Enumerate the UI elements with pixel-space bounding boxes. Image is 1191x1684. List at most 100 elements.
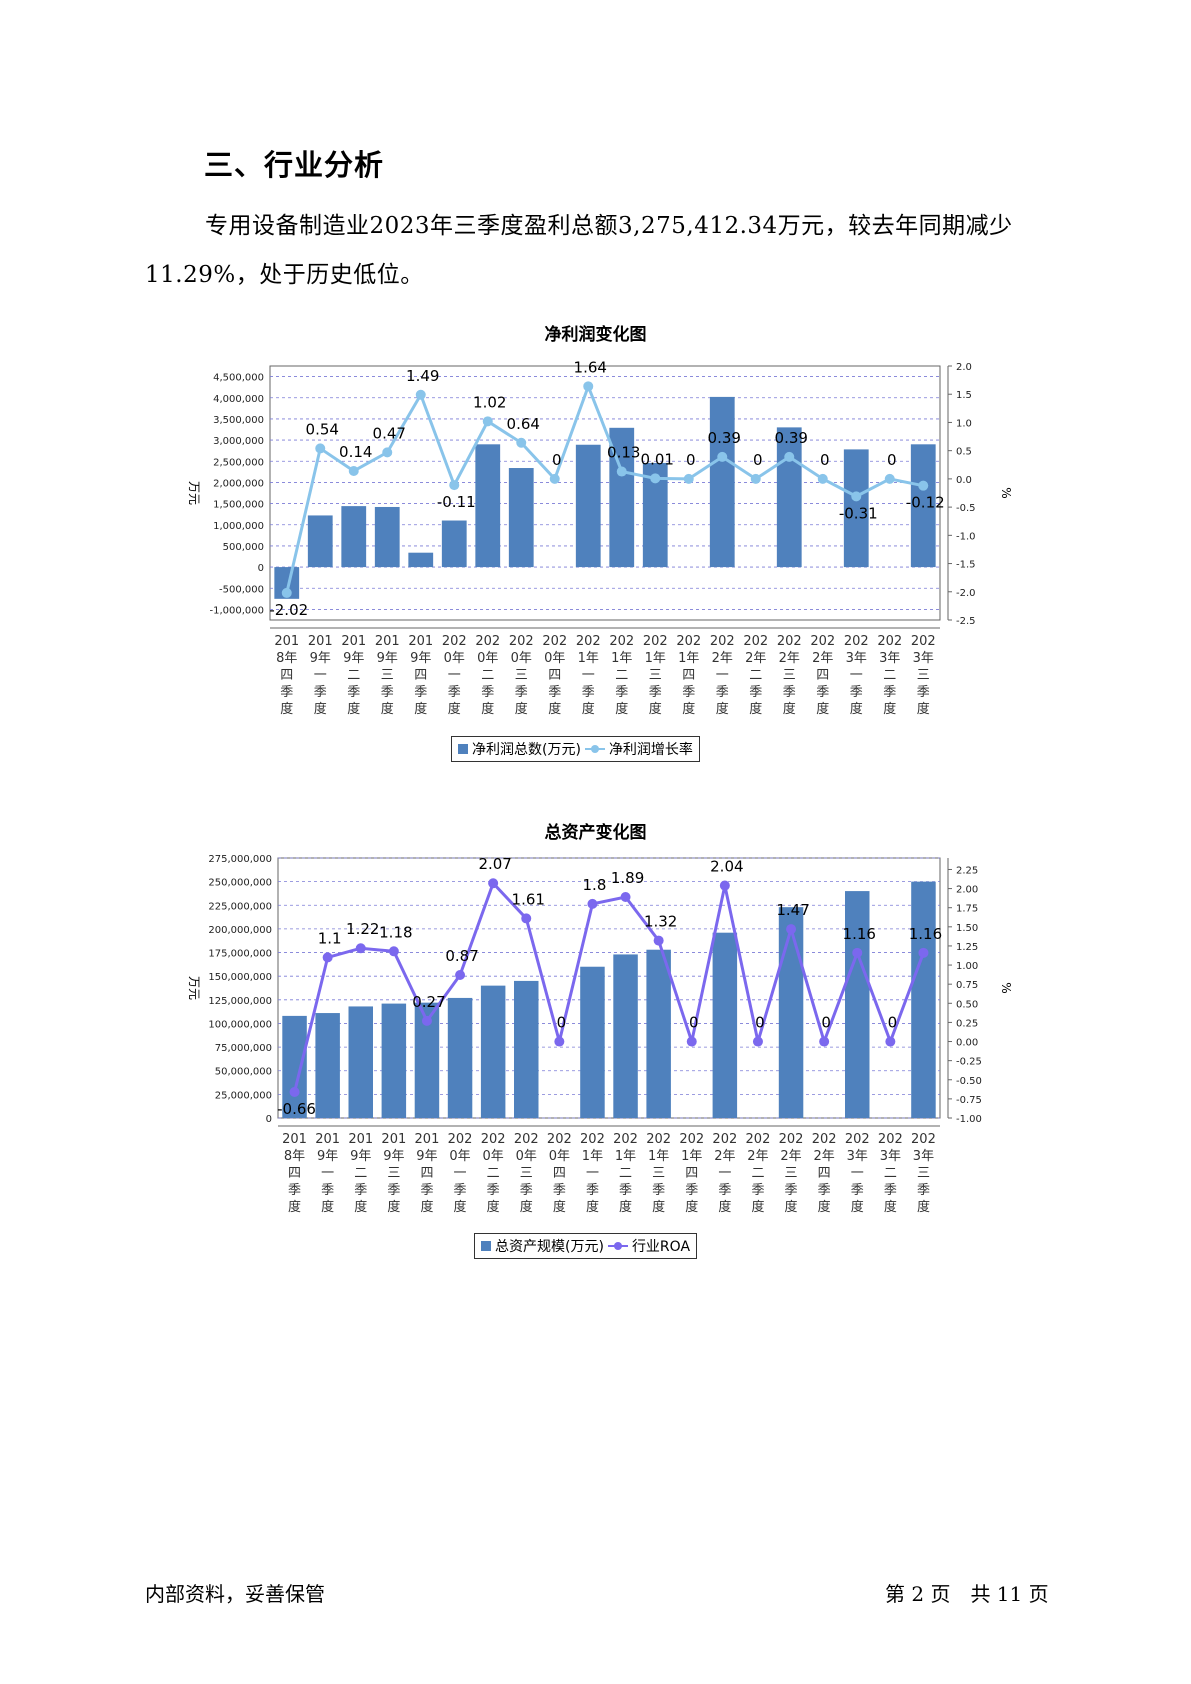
net-profit-legend: 净利润总数(万元) 净利润增长率 <box>451 736 700 762</box>
line-point <box>388 946 399 957</box>
category-label: 季 <box>818 1183 831 1198</box>
right-tick-label: -2.5 <box>956 616 976 627</box>
data-label: 2.04 <box>710 858 743 876</box>
category-label: 度 <box>816 701 829 717</box>
category-label: 9年 <box>416 1149 437 1164</box>
line-point <box>488 878 499 889</box>
category-label: 2年 <box>814 1149 835 1164</box>
category-label: 2年 <box>747 1149 768 1164</box>
data-label: 1.16 <box>909 925 942 943</box>
right-tick-label: 1.25 <box>956 942 978 953</box>
category-label: 201 <box>381 1132 406 1147</box>
line-point <box>620 892 631 902</box>
line-point <box>355 943 366 954</box>
category-label: 201 <box>308 634 333 649</box>
right-tick-label: 1.50 <box>956 923 978 934</box>
left-axis-title: 万元 <box>187 976 201 1000</box>
category-label: 季 <box>454 1183 467 1198</box>
category-label: 度 <box>850 701 863 717</box>
data-label: 0.64 <box>507 415 540 433</box>
data-label: 1.47 <box>776 901 809 919</box>
category-label: 1年 <box>678 651 699 666</box>
line-series <box>285 382 924 594</box>
legend-swatch-line <box>607 1241 628 1251</box>
category-label: 度 <box>884 1199 897 1215</box>
right-tick-label: 1.0 <box>956 418 972 429</box>
category-label: 度 <box>749 701 762 717</box>
category-label: 四 <box>818 1166 831 1181</box>
line-series <box>293 880 925 1093</box>
left-tick-label: 125,000,000 <box>208 996 272 1007</box>
category-label: 9年 <box>410 651 431 666</box>
legend-swatch-line <box>584 744 605 754</box>
category-label: 三 <box>783 668 796 683</box>
category-label: 3年 <box>880 1149 901 1164</box>
right-tick-label: -1.5 <box>956 560 976 571</box>
category-label: 1年 <box>681 1149 702 1164</box>
category-label: 度 <box>548 701 561 717</box>
right-tick-label: 0.0 <box>956 475 972 486</box>
category-label: 度 <box>354 1199 367 1215</box>
data-label: -2.02 <box>269 601 308 619</box>
category-label: 季 <box>414 685 427 700</box>
category-label: 度 <box>420 1199 433 1215</box>
category-label: 9年 <box>343 651 364 666</box>
right-tick-label: 0.25 <box>956 1018 978 1029</box>
category-label: 201 <box>315 1132 340 1147</box>
category-label: 季 <box>751 1183 764 1198</box>
category-label: 一 <box>582 668 595 683</box>
data-label: 0 <box>755 1014 765 1032</box>
category-label: 季 <box>716 685 729 700</box>
category-label: 季 <box>321 1183 334 1198</box>
category-label: 季 <box>883 685 896 700</box>
category-label: 9年 <box>377 651 398 666</box>
category-label: 度 <box>387 1199 400 1215</box>
data-label: 0.39 <box>708 429 741 447</box>
plot-area <box>277 857 941 1119</box>
category-label: 202 <box>779 1132 804 1147</box>
category-label: 四 <box>685 1166 698 1181</box>
category-label: 0年 <box>516 1149 537 1164</box>
left-tick-label: 3,500,000 <box>213 415 264 426</box>
data-label: 1.64 <box>574 358 607 376</box>
line-point <box>650 473 661 484</box>
data-label: 1.18 <box>379 923 412 941</box>
category-label: 二 <box>354 1166 367 1181</box>
category-label: 0年 <box>549 1149 570 1164</box>
category-label: 0年 <box>483 1149 504 1164</box>
category-label: 202 <box>576 634 601 649</box>
right-tick-label: 2.00 <box>956 885 978 896</box>
category-label: 四 <box>682 668 695 683</box>
category-label: 四 <box>553 1166 566 1181</box>
category-label: 季 <box>917 1183 930 1198</box>
category-label: 度 <box>851 1199 864 1215</box>
category-label: 3年 <box>913 1149 934 1164</box>
line-point <box>382 447 393 458</box>
left-tick-label: 50,000,000 <box>215 1067 272 1078</box>
category-label: 202 <box>580 1132 605 1147</box>
bar <box>441 520 467 568</box>
category-label: 3年 <box>913 651 934 666</box>
category-label: 季 <box>851 1183 864 1198</box>
line-point <box>521 913 532 924</box>
bar <box>341 506 367 568</box>
footer-page-number: 第 2 页 共 11 页 <box>885 1582 1049 1606</box>
data-label: 0 <box>887 451 897 469</box>
data-label: 2.07 <box>478 855 511 873</box>
category-label: 2年 <box>780 1149 801 1164</box>
bar <box>778 907 804 1118</box>
data-label: 0.47 <box>373 424 406 442</box>
data-label: 0.39 <box>775 429 808 447</box>
category-label: 202 <box>845 1132 870 1147</box>
category-label: 9年 <box>317 1149 338 1164</box>
bar <box>613 954 638 1118</box>
data-label: 0 <box>753 451 763 469</box>
data-label: 0.27 <box>412 993 445 1011</box>
data-label: 1.22 <box>346 920 379 938</box>
legend-swatch-bar <box>481 1241 491 1251</box>
right-axis-title: % <box>999 487 1013 498</box>
category-label: 9年 <box>310 651 331 666</box>
category-label: 一 <box>851 1166 864 1181</box>
category-label: 2年 <box>812 651 833 666</box>
line-point <box>885 1036 896 1047</box>
